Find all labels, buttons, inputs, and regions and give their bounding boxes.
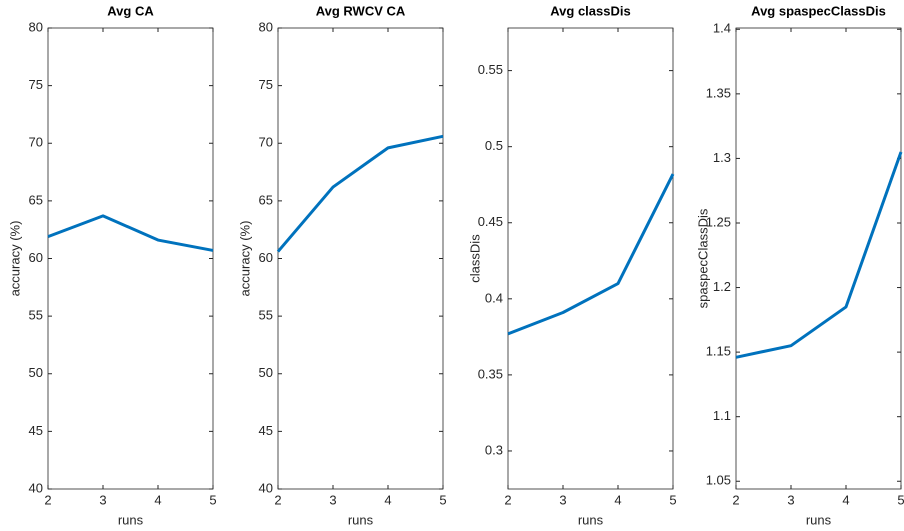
chart-title: Avg CA bbox=[107, 3, 154, 18]
y-tick-label: 80 bbox=[259, 19, 273, 34]
y-axis-label: spaspecClassDis bbox=[695, 208, 710, 308]
y-tick-label: 0.4 bbox=[485, 290, 503, 305]
y-tick-label: 1.05 bbox=[706, 473, 731, 488]
x-axis-label: runs bbox=[348, 512, 374, 527]
data-line bbox=[276, 134, 444, 253]
x-tick-label: 5 bbox=[669, 492, 676, 507]
y-tick-label: 65 bbox=[29, 192, 43, 207]
y-tick-label: 40 bbox=[29, 480, 43, 495]
subplot: 0.3 0.35 0.4 0.45 0.5 0.55 2 3 4 5 Avg classDis run… bbox=[467, 3, 676, 527]
x-axis-label: runs bbox=[118, 512, 144, 527]
y-tick-label: 80 bbox=[29, 19, 43, 34]
x-tick-label: 3 bbox=[99, 492, 106, 507]
y-tick-label: 1.25 bbox=[706, 214, 731, 229]
y-tick-label: 0.35 bbox=[478, 366, 503, 381]
y-tick-label: 1.35 bbox=[706, 85, 731, 100]
y-tick-label: 55 bbox=[29, 308, 43, 323]
x-tick-label: 4 bbox=[154, 492, 161, 507]
data-line bbox=[47, 214, 214, 252]
x-tick-label: 5 bbox=[439, 492, 446, 507]
y-tick-label: 55 bbox=[259, 308, 273, 323]
x-tick-label: 2 bbox=[274, 492, 281, 507]
y-axis-label: accuracy (%) bbox=[7, 221, 22, 297]
x-tick-label: 2 bbox=[44, 492, 51, 507]
x-tick-label: 3 bbox=[329, 492, 336, 507]
y-tick-label: 0.3 bbox=[485, 442, 503, 457]
y-tick-label: 1.3 bbox=[713, 150, 731, 165]
y-tick-label: 75 bbox=[29, 77, 43, 92]
y-tick-label: 60 bbox=[29, 250, 43, 265]
y-tick-label: 50 bbox=[259, 365, 273, 380]
y-tick-label: 1.15 bbox=[706, 344, 731, 359]
x-tick-label: 2 bbox=[732, 492, 739, 507]
x-tick-label: 3 bbox=[787, 492, 794, 507]
plot-area bbox=[277, 27, 444, 490]
x-tick-label: 3 bbox=[559, 492, 566, 507]
x-tick-label: 4 bbox=[614, 492, 621, 507]
chart-title: Avg classDis bbox=[550, 3, 630, 18]
y-tick-label: 45 bbox=[259, 423, 273, 438]
x-tick-label: 4 bbox=[842, 492, 849, 507]
y-tick-label: 70 bbox=[29, 135, 43, 150]
y-tick-label: 0.55 bbox=[478, 62, 503, 77]
y-tick-label: 65 bbox=[259, 192, 273, 207]
y-axis-label: classDis bbox=[467, 234, 482, 283]
y-tick-label: 1.4 bbox=[713, 21, 731, 36]
y-tick-label: 45 bbox=[29, 423, 43, 438]
y-tick-label: 75 bbox=[259, 77, 273, 92]
y-tick-label: 40 bbox=[259, 480, 273, 495]
chart-title: Avg spaspecClassDis bbox=[751, 3, 886, 18]
x-tick-label: 4 bbox=[384, 492, 391, 507]
y-tick-label: 0.5 bbox=[485, 138, 503, 153]
x-tick-label: 5 bbox=[897, 492, 904, 507]
plot-area bbox=[507, 27, 674, 490]
chart-title: Avg RWCV CA bbox=[316, 3, 406, 18]
y-tick-label: 1.1 bbox=[713, 408, 731, 423]
y-tick-label: 1.2 bbox=[713, 279, 731, 294]
y-tick-label: 70 bbox=[259, 135, 273, 150]
x-axis-label: runs bbox=[578, 512, 604, 527]
y-tick-label: 60 bbox=[259, 250, 273, 265]
y-tick-label: 50 bbox=[29, 365, 43, 380]
data-line bbox=[735, 151, 903, 359]
y-axis-label: accuracy (%) bbox=[237, 221, 252, 297]
y-tick-label: 0.45 bbox=[478, 214, 503, 229]
plot-area bbox=[47, 27, 214, 490]
x-axis-label: runs bbox=[806, 512, 832, 527]
data-line bbox=[507, 173, 675, 336]
x-tick-label: 2 bbox=[504, 492, 511, 507]
subplot: 1.05 1.1 1.15 1.2 1.25 1.3 1.35 1.4 2 3 4 5 Avg spas… bbox=[695, 3, 904, 527]
x-tick-label: 5 bbox=[209, 492, 216, 507]
plot-area bbox=[735, 27, 902, 490]
